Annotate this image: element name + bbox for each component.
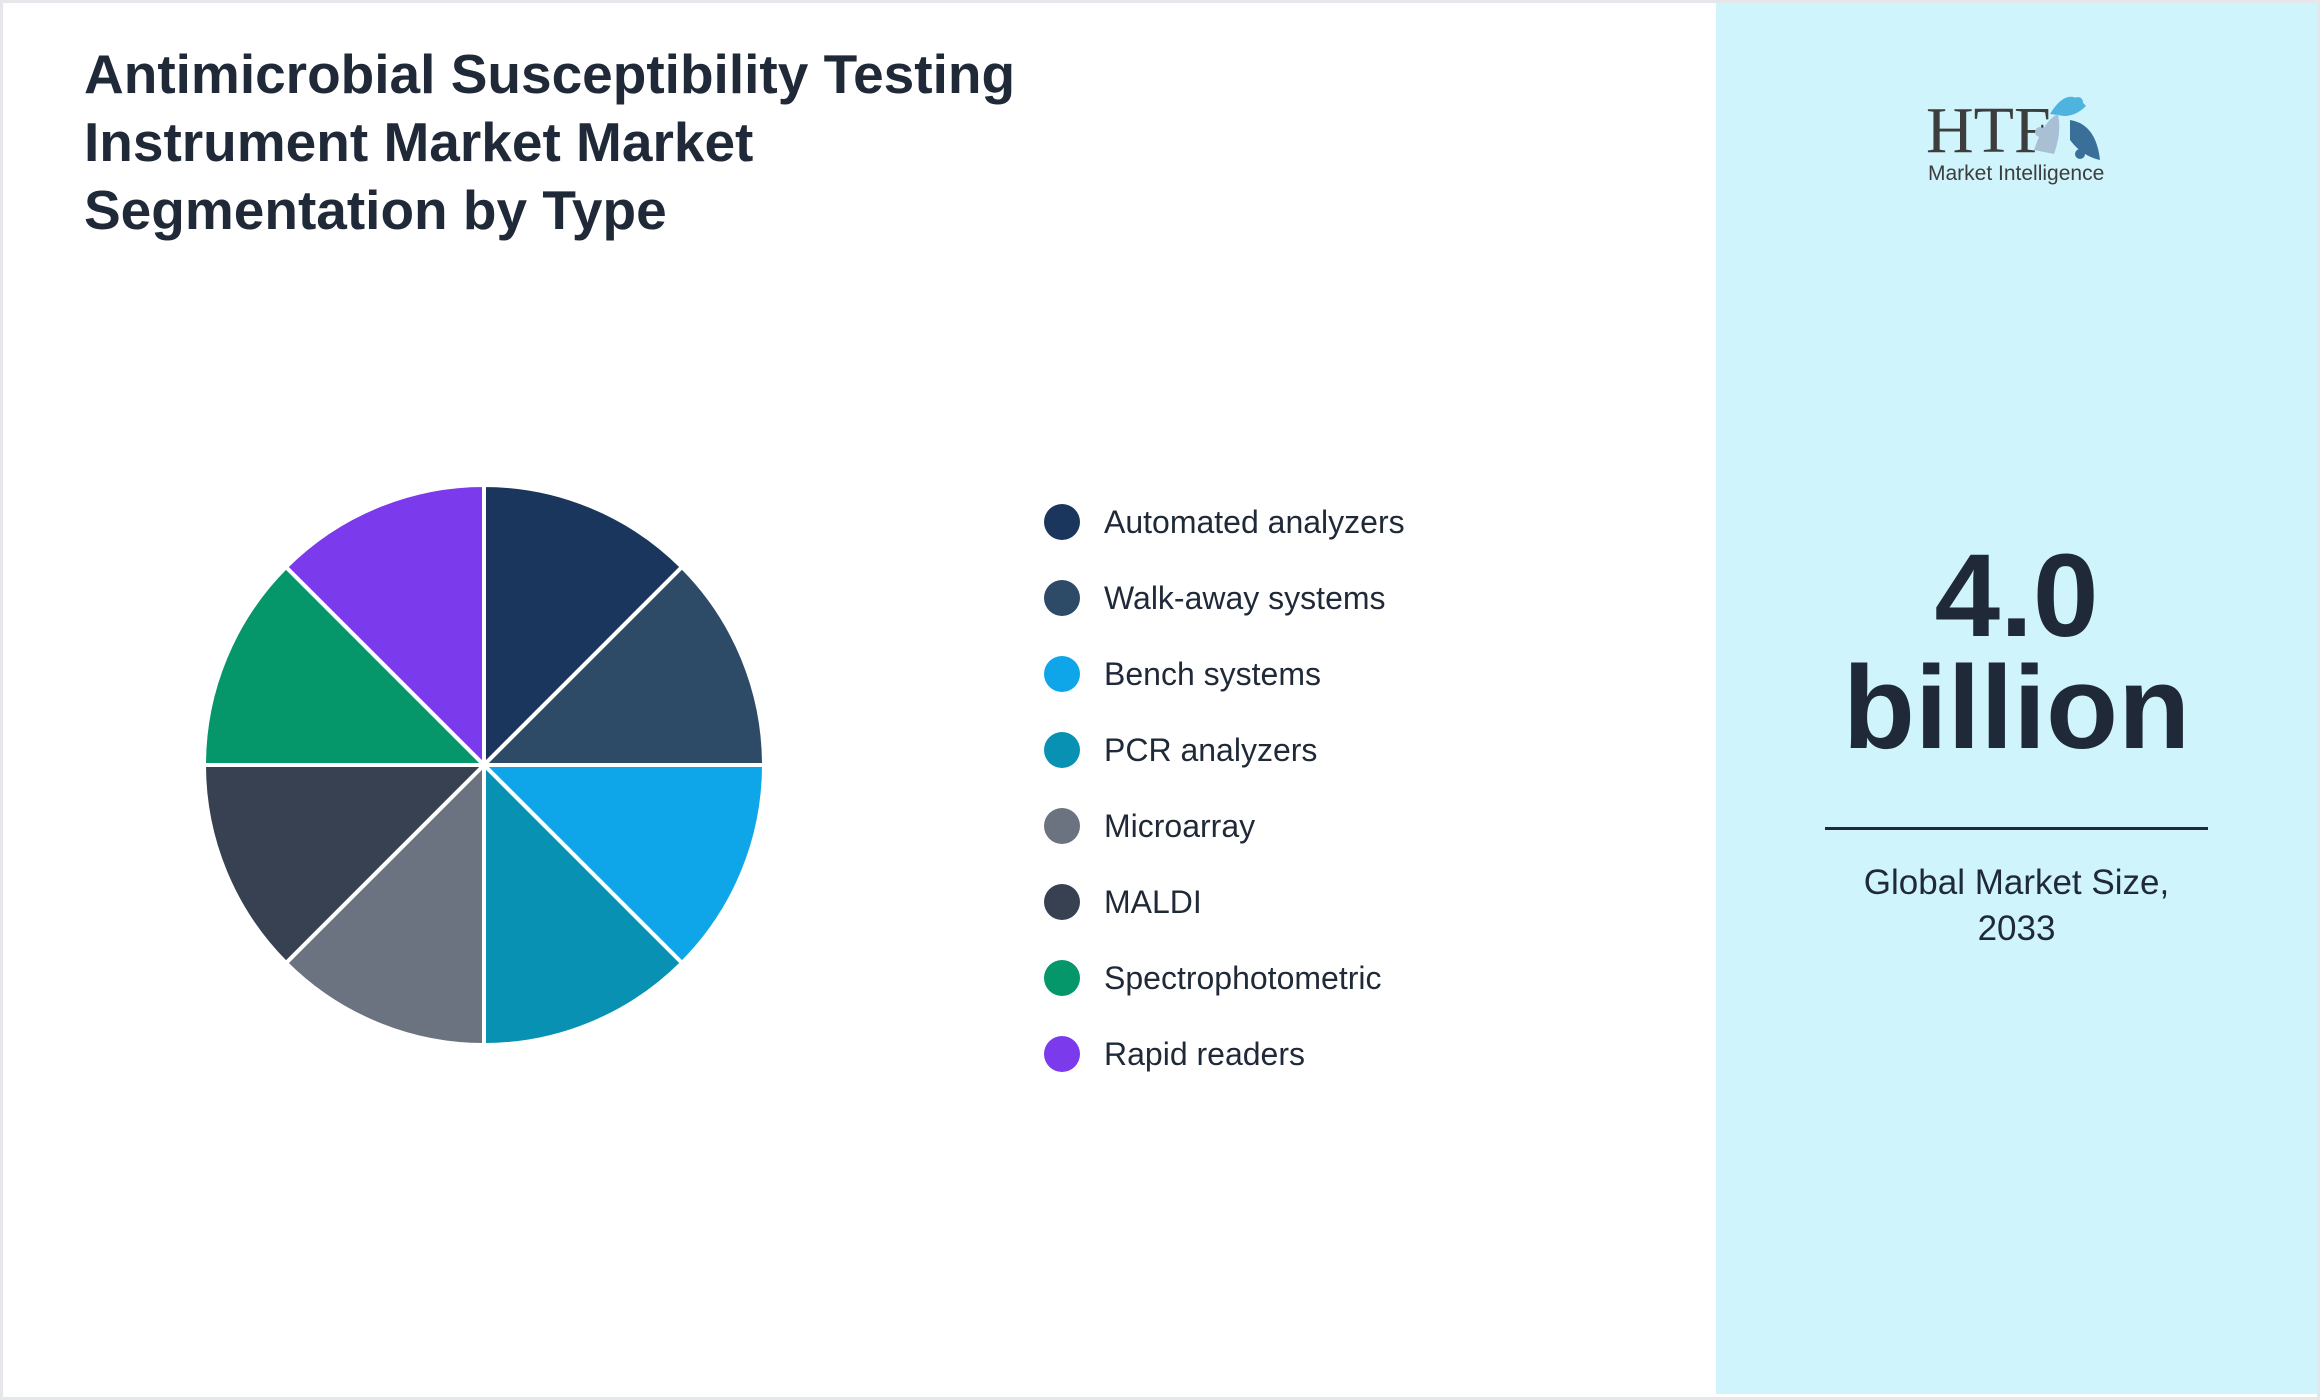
chart-title: Antimicrobial Susceptibility Testing Ins… [84,43,1016,241]
legend-label: MALDI [1104,883,1202,920]
legend-swatch [1044,580,1080,616]
legend-swatch [1044,504,1080,540]
pie-slice-bench-systems [479,763,767,966]
svg-text:Market Intelligence: Market Intelligence [1928,162,2104,185]
legend-item: Microarray [1044,788,1405,864]
legend-swatch [1044,732,1080,768]
legend-item: Spectrophotometric [1044,940,1405,1016]
pie-slice-microarray [283,760,486,1048]
caption-line-2: 2033 [1977,909,2056,948]
pie-chart [201,482,767,1048]
legend-item: Bench systems [1044,636,1405,712]
market-size-number: 4.0 [1934,530,2099,662]
legend-swatch [1044,960,1080,996]
divider [1825,827,2208,830]
legend-label: Spectrophotometric [1104,959,1382,996]
legend-label: Microarray [1104,807,1256,844]
legend-item: Rapid readers [1044,1016,1405,1092]
legend-label: Bench systems [1104,655,1321,692]
legend-item: Walk-away systems [1044,560,1405,636]
legend-item: PCR analyzers [1044,712,1405,788]
legend-item: Automated analyzers [1044,484,1405,560]
pie-slice-pcr-analyzers [482,760,685,1048]
legend-label: Automated analyzers [1104,503,1405,540]
pie-slice-spectrophotometric [201,564,489,767]
market-size-unit: billion [1842,642,2191,774]
svg-text:HTF: HTF [1926,94,2051,167]
legend-swatch [1044,808,1080,844]
pie-slice-rapid-readers [283,482,486,770]
market-size-value: 4.0 billion [1716,530,2317,774]
legend-swatch [1044,656,1080,692]
pie-slice-automated-analyzers [482,482,685,770]
legend-label: Rapid readers [1104,1035,1305,1072]
legend-swatch [1044,884,1080,920]
legend: Automated analyzers Walk-away systems Benc… [1044,484,1405,1092]
htf-logo: HTF Market Intelligence [1920,80,2120,195]
legend-label: PCR analyzers [1104,731,1318,768]
market-size-caption: Global Market Size, 2033 [1716,860,2317,952]
pie-slice-maldi [201,763,489,966]
pie-slice-walk-away-systems [479,564,767,767]
legend-label: Walk-away systems [1104,579,1386,616]
legend-item: MALDI [1044,864,1405,940]
caption-line-1: Global Market Size, [1863,863,2170,902]
legend-swatch [1044,1036,1080,1072]
side-panel [1716,3,2317,1394]
